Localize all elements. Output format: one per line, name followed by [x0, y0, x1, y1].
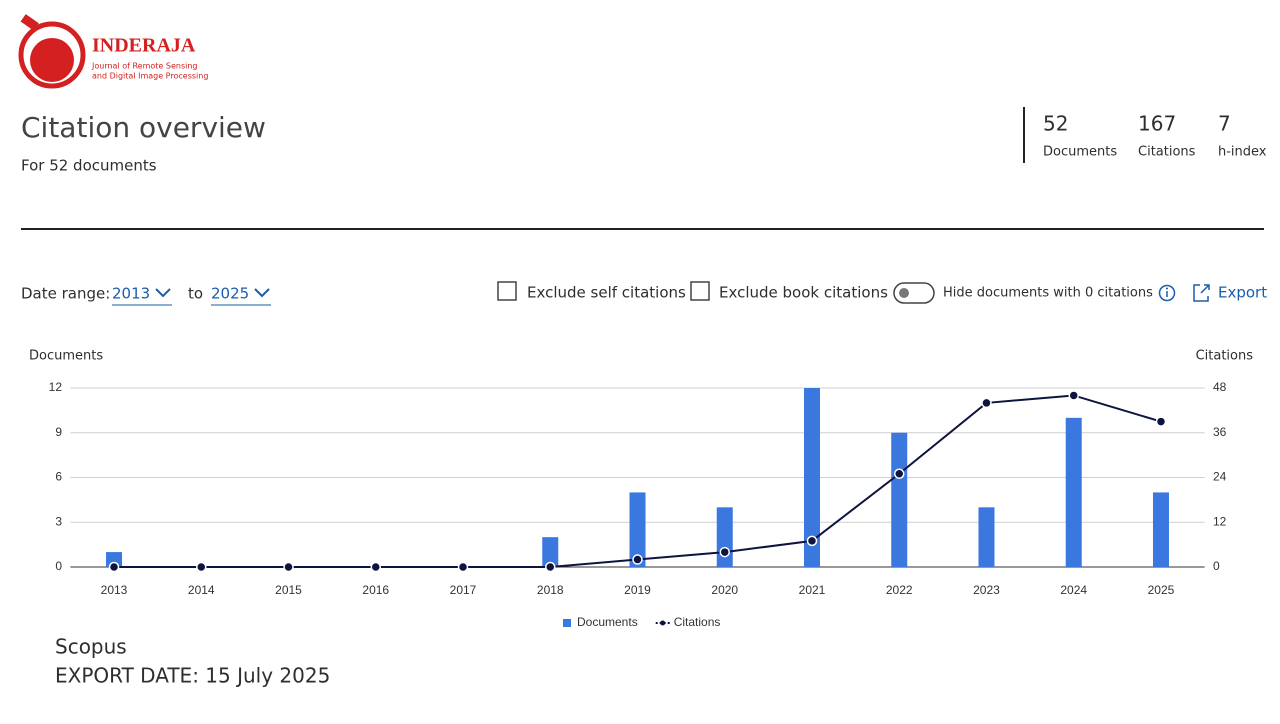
x-tick-label: 2019: [624, 583, 651, 597]
checkbox-label[interactable]: Exclude self citations: [527, 284, 686, 302]
y2-tick-label: 0: [1213, 559, 1220, 573]
subtitle: For 52 documents: [21, 157, 157, 175]
bar: [803, 388, 820, 567]
y2-tick-label: 36: [1213, 425, 1227, 439]
page-title: Citation overview: [21, 111, 266, 144]
y2-tick-label: 48: [1213, 380, 1227, 394]
citation-point: [893, 468, 905, 480]
legend-swatch: [563, 619, 571, 627]
from-select[interactable]: 2013: [112, 285, 172, 306]
date-range-label: Date range:: [21, 285, 110, 303]
footer-source: Scopus: [55, 635, 127, 659]
bar: [629, 492, 646, 567]
y2-tick-label: 12: [1213, 514, 1227, 528]
bar: [1065, 417, 1082, 567]
logo-name: INDERAJA: [92, 35, 196, 57]
stat-value: 7: [1218, 112, 1231, 136]
export-label[interactable]: Export: [1218, 284, 1267, 302]
logo-line: Journal of Remote Sensing: [91, 62, 197, 71]
citation-point: [196, 561, 207, 573]
legend-swatch: [660, 620, 666, 626]
logo: INDERAJA Journal of Remote Sensing and D…: [0, 0, 215, 95]
toggle-label[interactable]: Hide documents with 0 citations: [943, 286, 1153, 301]
to-label: to: [188, 285, 203, 303]
logo-line: and Digital Image Processing: [92, 72, 208, 81]
citation-point: [108, 561, 120, 573]
bar: [891, 432, 908, 567]
to-value[interactable]: 2025: [211, 285, 249, 303]
stat-value: 167: [1138, 112, 1176, 136]
x-tick-label: 2021: [799, 583, 826, 597]
y2-axis-title: Citations: [1196, 349, 1254, 364]
bar: [542, 537, 559, 567]
legend-label: Citations: [674, 615, 721, 629]
y-tick-label: 3: [55, 514, 62, 528]
y2-tick-label: 24: [1213, 470, 1227, 484]
checkbox-label[interactable]: Exclude book citations: [719, 284, 888, 302]
citation-point: [981, 397, 992, 409]
footer-date: EXPORT DATE: 15 July 2025: [55, 664, 330, 688]
y-axis-title: Documents: [29, 349, 103, 364]
x-tick-label: 2022: [886, 583, 913, 597]
stat-value: 52: [1043, 112, 1068, 136]
bar: [978, 507, 995, 567]
x-tick-label: 2014: [188, 583, 215, 597]
legend-label: Documents: [577, 615, 638, 629]
citation-point: [545, 561, 556, 573]
citation-point: [1068, 390, 1079, 401]
bar: [106, 552, 123, 567]
citation-point: [370, 561, 382, 573]
bar: [1152, 492, 1169, 567]
x-tick-label: 2023: [973, 583, 1000, 597]
citation-point: [457, 561, 469, 573]
y-tick-label: 6: [55, 470, 62, 484]
y-tick-label: 9: [55, 425, 62, 439]
y-tick-label: 12: [49, 380, 63, 394]
export-button[interactable]: Export: [1193, 284, 1267, 302]
y-tick-label: 0: [55, 559, 62, 573]
citation-point: [719, 546, 730, 558]
x-tick-label: 2015: [275, 583, 302, 597]
to-select[interactable]: 2025: [211, 285, 271, 306]
info-icon[interactable]: [1158, 284, 1176, 302]
from-value[interactable]: 2013: [112, 285, 150, 303]
bar: [716, 507, 733, 567]
x-tick-label: 2013: [101, 583, 128, 597]
x-tick-label: 2016: [362, 583, 389, 597]
citation-point: [1155, 416, 1167, 427]
stat-label: h-index: [1218, 145, 1267, 160]
checkbox[interactable]: [497, 281, 517, 301]
x-tick-label: 2025: [1148, 583, 1175, 597]
checkbox[interactable]: [690, 281, 710, 301]
stat-label: Citations: [1138, 145, 1196, 160]
x-tick-label: 2017: [450, 583, 477, 597]
x-tick-label: 2018: [537, 583, 564, 597]
x-tick-label: 2024: [1060, 583, 1087, 597]
citation-point: [806, 535, 818, 547]
x-tick-label: 2020: [711, 583, 738, 597]
citation-point: [283, 561, 294, 573]
toggle[interactable]: [893, 282, 935, 304]
stat-label: Documents: [1043, 145, 1117, 160]
citation-point: [632, 554, 643, 565]
